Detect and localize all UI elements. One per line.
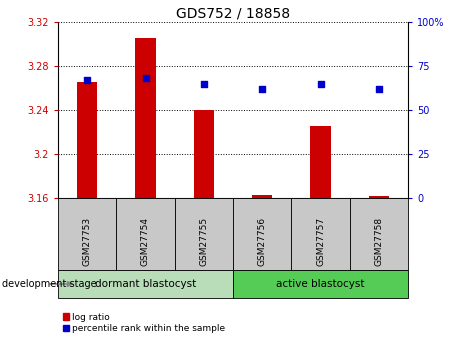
Point <box>83 77 91 83</box>
Text: GSM27755: GSM27755 <box>199 217 208 266</box>
Bar <box>233 270 408 298</box>
Point <box>317 81 324 86</box>
Bar <box>77 82 97 198</box>
Point <box>200 81 207 86</box>
Bar <box>350 198 408 270</box>
Legend: log ratio, percentile rank within the sample: log ratio, percentile rank within the sa… <box>63 313 226 333</box>
Bar <box>58 198 116 270</box>
Text: GSM27756: GSM27756 <box>258 217 267 266</box>
Text: development stage: development stage <box>2 279 97 289</box>
Point <box>258 86 266 92</box>
Bar <box>135 39 156 198</box>
Bar <box>116 198 175 270</box>
Text: active blastocyst: active blastocyst <box>276 279 365 289</box>
Bar <box>310 127 331 198</box>
Text: GSM27754: GSM27754 <box>141 217 150 266</box>
Title: GDS752 / 18858: GDS752 / 18858 <box>176 7 290 21</box>
Bar <box>291 198 350 270</box>
Bar <box>193 110 214 198</box>
Point <box>142 76 149 81</box>
Point <box>375 86 382 92</box>
Bar <box>233 198 291 270</box>
Text: dormant blastocyst: dormant blastocyst <box>95 279 196 289</box>
Text: GSM27757: GSM27757 <box>316 217 325 266</box>
Text: GSM27753: GSM27753 <box>83 217 92 266</box>
Bar <box>58 270 233 298</box>
Text: GSM27758: GSM27758 <box>374 217 383 266</box>
Bar <box>175 198 233 270</box>
Bar <box>368 196 389 198</box>
Bar <box>252 195 272 198</box>
